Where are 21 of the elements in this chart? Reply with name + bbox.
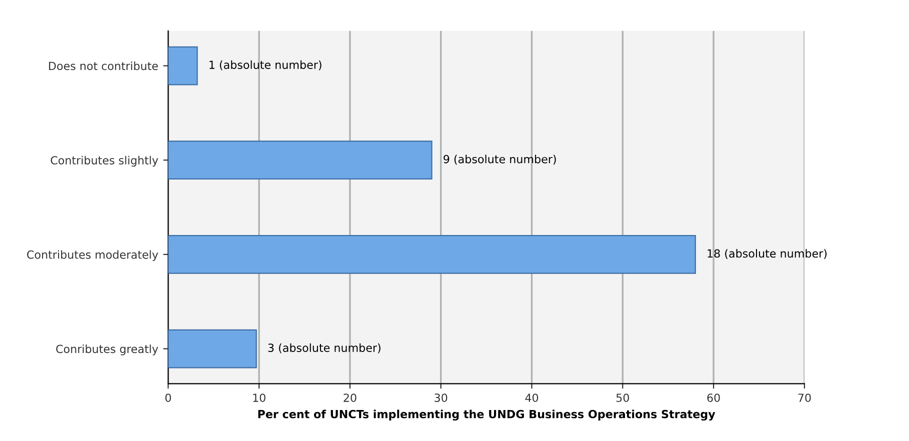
annotation: 18 (absolute number) [708,249,827,259]
x-tick-label: 70 [798,394,811,402]
bar [168,140,432,180]
bar [168,46,198,86]
x-tick-label: 40 [525,394,538,402]
bar [168,235,696,274]
y-tick-label: Contributes slightly [50,156,158,167]
x-axis-title: Per cent of UNCTs implementing the UNDG Business Operations Strategy [258,410,716,421]
y-tick-label: Conributes greatly [56,344,158,356]
x-tick-label: 10 [253,394,266,402]
x-tick-label: 20 [344,394,356,402]
annotation: 3 (absolute number) [268,343,380,354]
x-tick-label: 30 [434,394,448,402]
y-tick-label: Contributes moderately [27,250,158,261]
bar [168,329,257,368]
annotation: 1 (absolute number) [210,60,322,70]
x-tick-label: 0 [165,394,171,402]
y-tick-label: Does not contribute [49,62,158,70]
annotation: 9 (absolute number) [444,154,556,165]
x-tick-label: 50 [616,394,629,402]
x-tick-label: 60 [707,394,720,402]
